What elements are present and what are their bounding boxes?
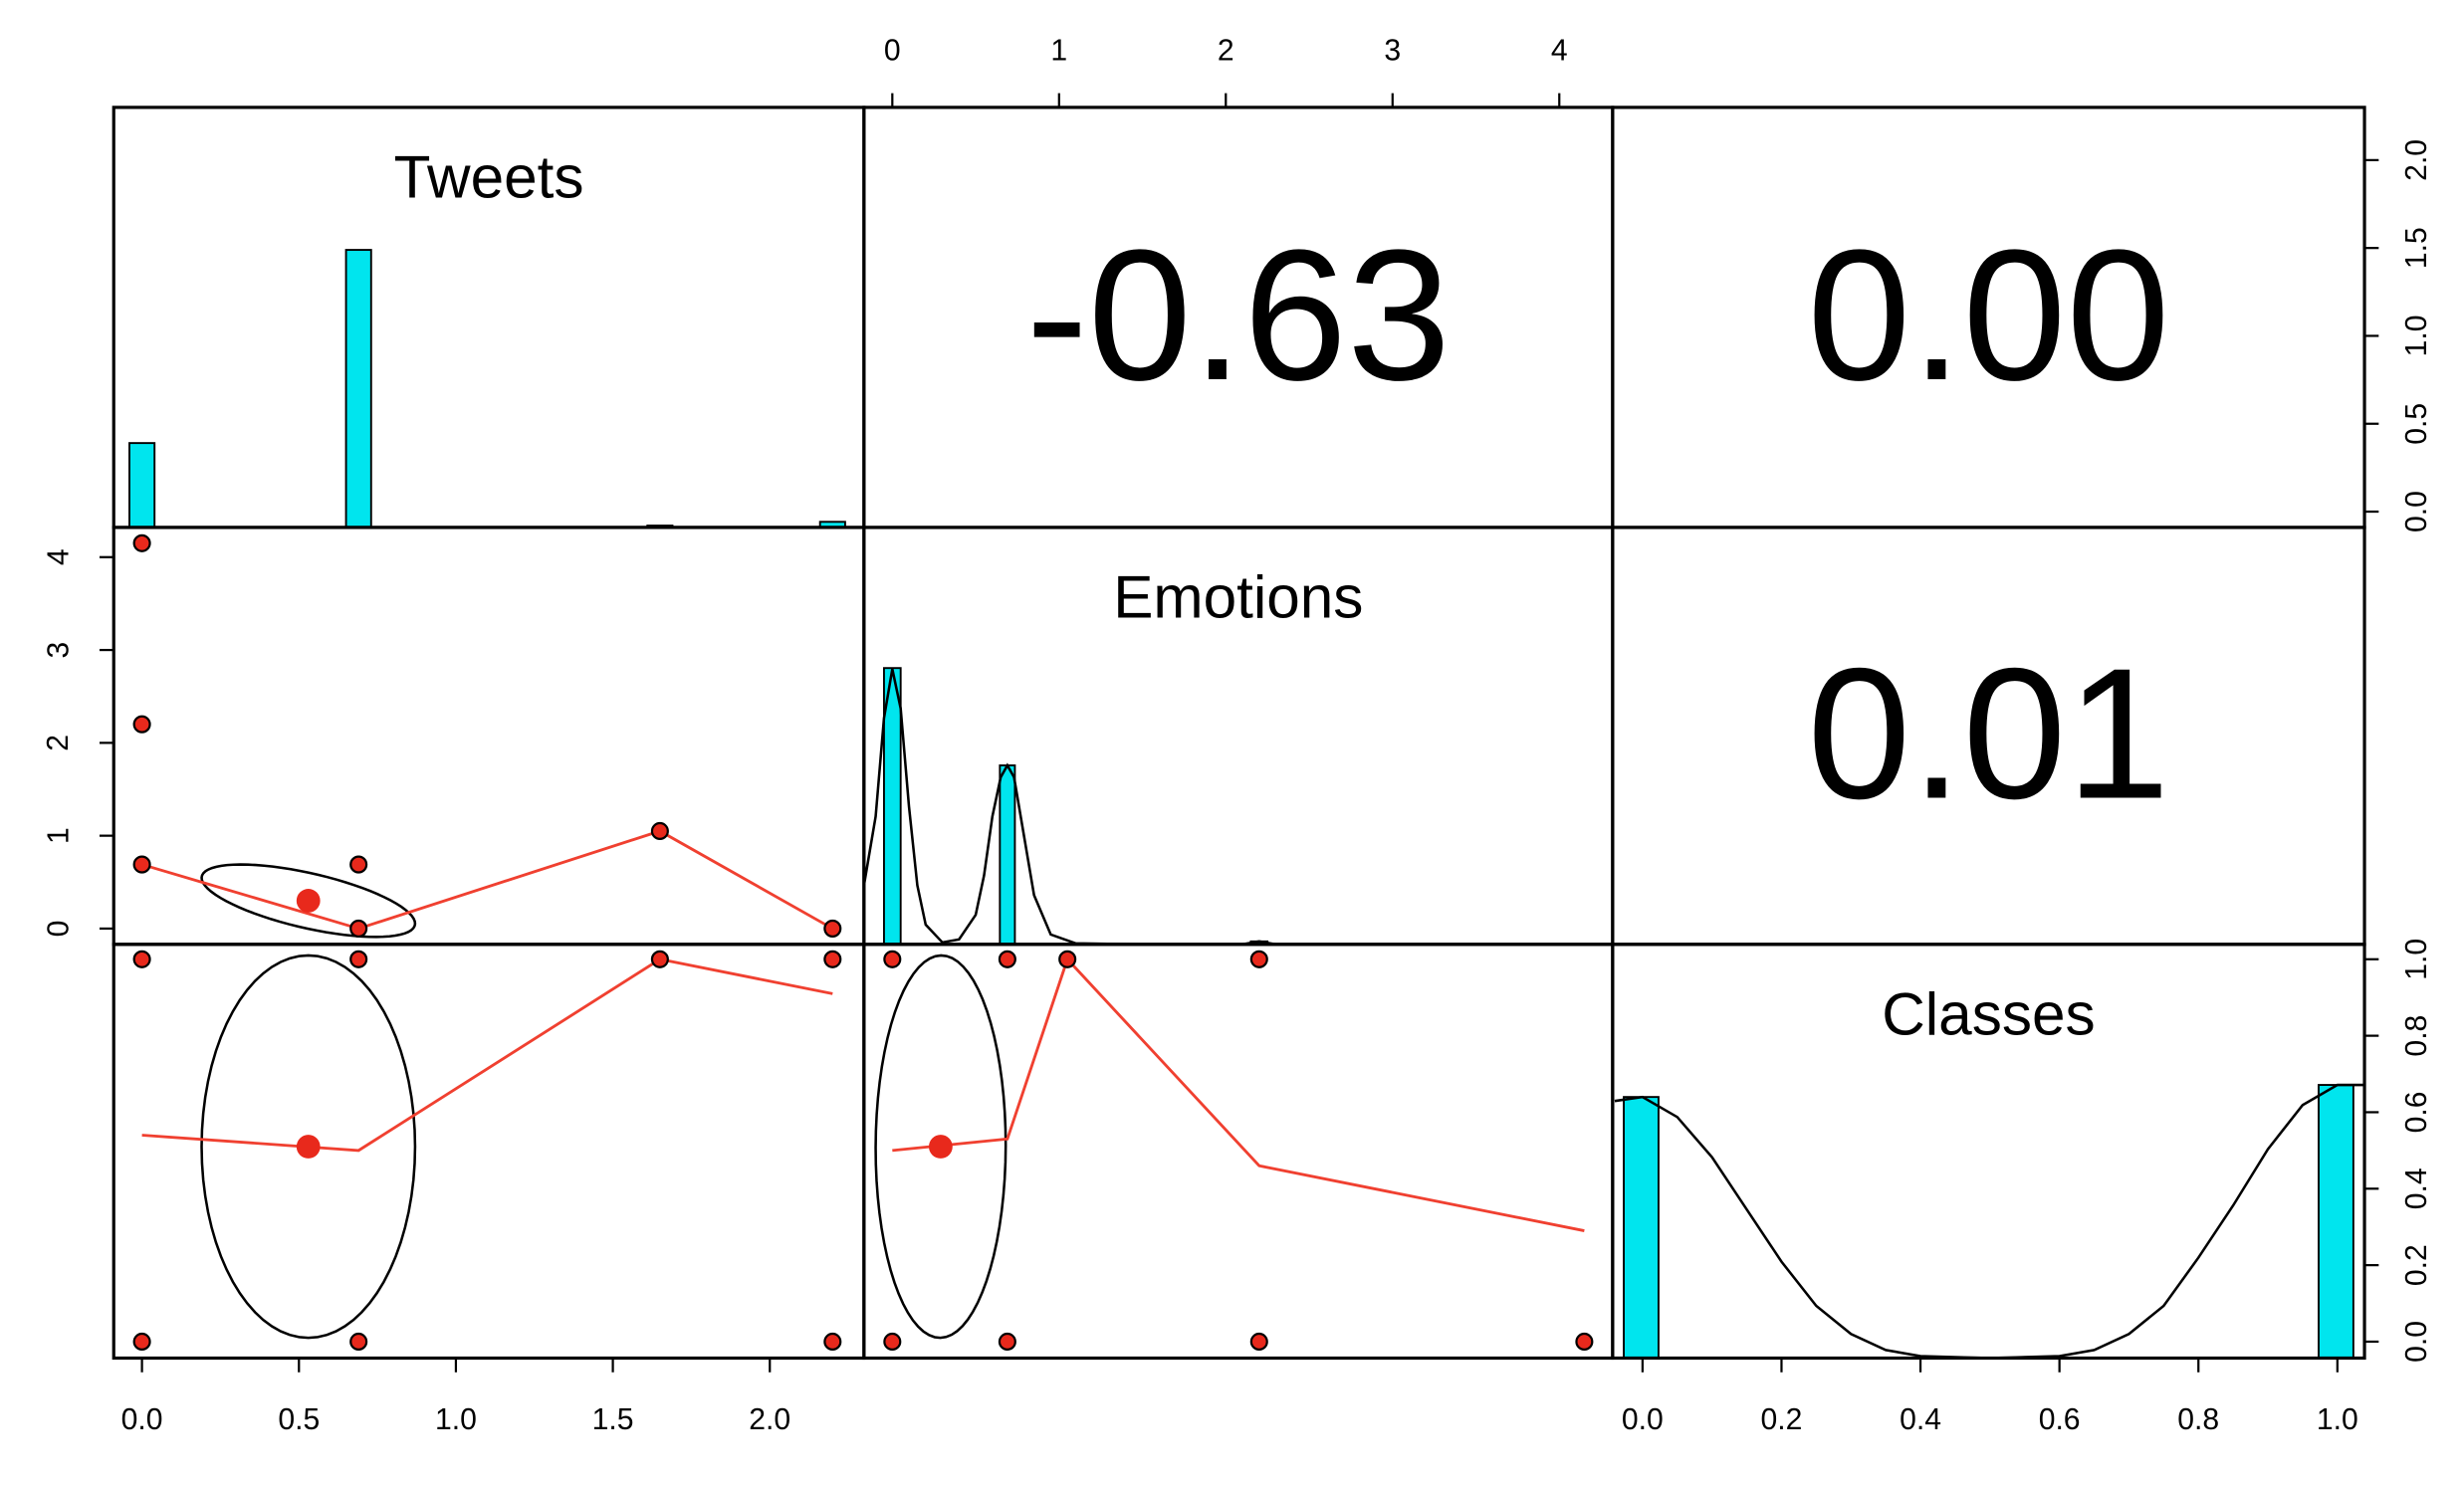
variable-name: Classes: [1882, 979, 2095, 1047]
x-tick-label: 4: [1551, 34, 1568, 67]
point: [650, 950, 669, 968]
density-line: [1614, 1083, 2365, 1360]
x-tick-label: 0.4: [1900, 1403, 1941, 1436]
mean-point: [296, 1135, 321, 1159]
y-tick-label: 0.5: [2400, 403, 2433, 445]
variable-name: Emotions: [1113, 562, 1363, 630]
point: [349, 950, 368, 968]
point: [650, 821, 669, 841]
correlation: 0.00: [1807, 211, 2169, 419]
y-tick-label: 0.0: [2400, 1321, 2433, 1363]
x-tick-label: 0.0: [121, 1403, 163, 1436]
point: [823, 919, 842, 938]
x-tick-label: 1.5: [592, 1403, 634, 1436]
x-tick-label: 1: [1050, 34, 1067, 67]
point: [998, 1332, 1016, 1352]
density-line: [862, 668, 1613, 947]
point: [883, 1332, 902, 1352]
point: [349, 919, 368, 938]
ellipse: [200, 863, 417, 939]
y-tick-label: 1.0: [2400, 939, 2433, 980]
ellipse: [874, 954, 1008, 1340]
x-tick-label: 2: [1218, 34, 1234, 67]
hist-bar: [128, 442, 156, 529]
y-tick-label: 0.0: [2400, 491, 2433, 532]
point: [1575, 1332, 1594, 1352]
y-tick-label: 1.5: [2400, 227, 2433, 269]
point: [132, 715, 151, 734]
panel-frame: [112, 943, 866, 1361]
hist-bar: [2318, 1084, 2354, 1360]
point: [349, 855, 368, 874]
x-tick-label: 0.8: [2177, 1403, 2219, 1436]
variable-name: Tweets: [394, 142, 584, 210]
x-tick-label: 3: [1384, 34, 1401, 67]
y-tick-label: 3: [42, 642, 75, 659]
x-tick-label: 2.0: [749, 1403, 790, 1436]
x-tick-label: 1.0: [2317, 1403, 2358, 1436]
y-tick-label: 0.4: [2400, 1168, 2433, 1209]
ellipse: [200, 954, 417, 1340]
y-tick-label: 4: [42, 548, 75, 565]
point: [349, 1332, 368, 1352]
y-tick-label: 0.2: [2400, 1244, 2433, 1286]
y-tick-label: 2: [42, 735, 75, 751]
point: [823, 1332, 842, 1352]
mean-point: [296, 889, 321, 913]
y-tick-label: 1: [42, 827, 75, 844]
smooth-line: [892, 956, 1585, 1232]
point: [1058, 950, 1077, 968]
mean-point: [928, 1135, 953, 1159]
point: [132, 950, 151, 968]
y-tick-label: 1.0: [2400, 316, 2433, 357]
panel-frame: [862, 943, 1615, 1361]
point: [998, 950, 1016, 968]
x-tick-label: 1.0: [435, 1403, 477, 1436]
hist-bar: [1623, 1096, 1660, 1360]
point: [1249, 950, 1268, 968]
point: [132, 1332, 151, 1352]
point: [823, 950, 842, 968]
point: [132, 533, 151, 552]
point: [883, 950, 902, 968]
hist-bar: [999, 764, 1016, 946]
y-tick-label: 0.8: [2400, 1015, 2433, 1057]
y-tick-label: 2.0: [2400, 139, 2433, 181]
x-tick-label: 0.6: [2039, 1403, 2081, 1436]
x-tick-label: 0: [884, 34, 901, 67]
x-tick-label: 0.5: [278, 1403, 320, 1436]
y-tick-label: 0: [42, 921, 75, 938]
point: [132, 855, 151, 874]
smooth-line: [141, 957, 833, 1153]
y-tick-label: 0.6: [2400, 1092, 2433, 1134]
x-tick-label: 0.0: [1622, 1403, 1664, 1436]
correlation: 0.01: [1807, 630, 2169, 838]
correlation: -0.63: [1025, 211, 1451, 419]
point: [1249, 1332, 1268, 1352]
smooth-line: [141, 829, 834, 931]
x-tick-label: 0.2: [1761, 1403, 1803, 1436]
hist-bar: [344, 249, 372, 529]
